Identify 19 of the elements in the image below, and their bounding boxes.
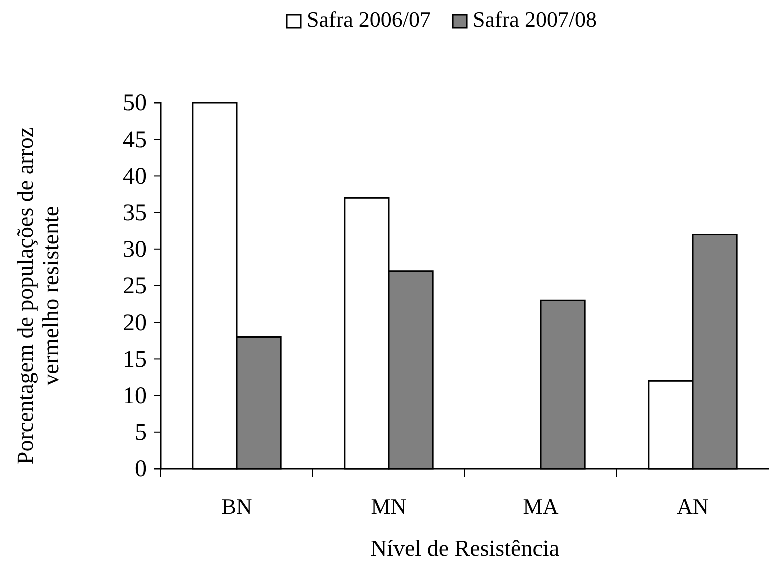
x-tick-label: MN bbox=[371, 494, 407, 519]
y-tick-label: 40 bbox=[123, 164, 147, 190]
y-tick-label: 45 bbox=[123, 127, 147, 154]
y-tick-label: 15 bbox=[123, 346, 147, 373]
x-axis-title: Nível de Resistência bbox=[370, 536, 560, 561]
y-tick-label: 50 bbox=[123, 90, 147, 117]
x-tick-label: BN bbox=[222, 494, 252, 519]
y-tick-label: 5 bbox=[135, 420, 147, 446]
y-tick-label: 30 bbox=[123, 237, 147, 264]
y-tick-label: 10 bbox=[123, 383, 147, 410]
x-tick-label: AN bbox=[677, 494, 709, 519]
y-tick-label: 35 bbox=[123, 200, 147, 226]
y-tick-label: 25 bbox=[123, 274, 147, 300]
y-axis-title: Porcentagem de populações de arroz vermelho resistente bbox=[13, 127, 64, 465]
y-tick-label: 0 bbox=[135, 456, 147, 483]
y-tick-label: 20 bbox=[123, 310, 147, 336]
legend-label: Safra 2006/07 bbox=[307, 7, 432, 32]
legend-label: Safra 2007/08 bbox=[473, 7, 598, 32]
x-tick-label: MA bbox=[523, 494, 559, 519]
